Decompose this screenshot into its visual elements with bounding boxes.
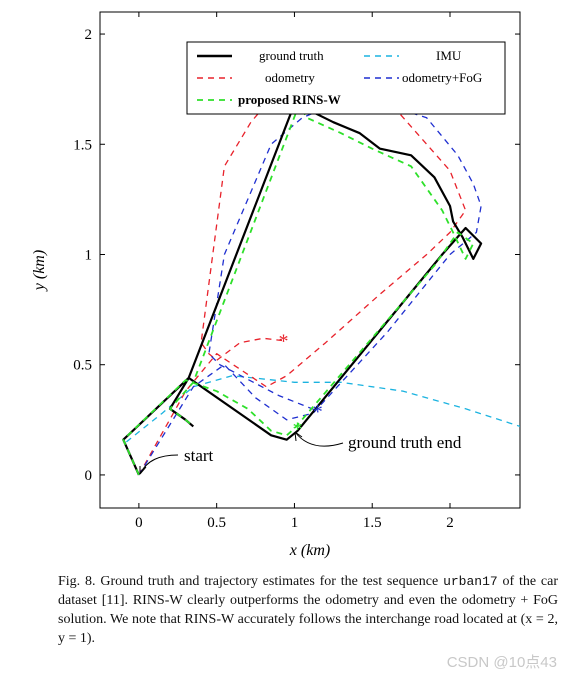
end-label: ground truth end [348, 433, 462, 452]
legend-imu: IMU [436, 48, 462, 63]
end-marker-proposed-rins-w: * [293, 419, 303, 441]
start-label: start [184, 446, 214, 465]
y-tick-label: 0.5 [73, 358, 92, 374]
x-tick-label: 1 [291, 515, 299, 531]
y-tick-label: 0 [85, 468, 93, 484]
x-tick-label: 1.5 [363, 515, 382, 531]
caption-code: urban17 [443, 574, 498, 589]
legend-odometry: odometry [265, 70, 315, 85]
series-line-imu [125, 375, 520, 443]
caption-text-2: of the car dataset [11]. RINS-W clearly … [58, 574, 558, 646]
legend-odometry-fog: odometry+FoG [402, 70, 482, 85]
y-tick-label: 2 [85, 27, 93, 43]
x-tick-label: 2 [446, 515, 454, 531]
legend-rins-w: proposed RINS-W [238, 92, 341, 107]
start-annotation: start [139, 446, 214, 475]
watermark: CSDN @10点43 [446, 654, 557, 671]
trajectory-figure: 0 0.5 1 1.5 2 0 0.5 1 1.5 2 * * * x (km) y (km) sta… [31, 11, 521, 559]
plot-frame [99, 11, 521, 509]
legend: ground truth IMU odometry odometry+FoG p… [186, 41, 506, 115]
figure-caption: Fig. 8. Ground truth and trajectory esti… [58, 572, 558, 648]
legend-ground-truth: ground truth [259, 48, 324, 63]
y-axis-label: y (km) [31, 250, 48, 292]
x-axis-label: x (km) [289, 542, 330, 559]
series-line-odometry [138, 73, 467, 476]
end-marker-odometry-fog: * [313, 401, 323, 423]
end-marker-odometry: * [279, 330, 289, 352]
x-tick-label: 0.5 [207, 515, 226, 531]
y-tick-label: 1.5 [73, 137, 92, 153]
end-annotation: ground truth end [294, 431, 462, 452]
axis-ticks: 0 0.5 1 1.5 2 0 0.5 1 1.5 2 [73, 12, 520, 531]
y-tick-label: 1 [85, 247, 93, 263]
series-line-odometry-fog [138, 99, 482, 476]
x-tick-label: 0 [135, 515, 143, 531]
caption-label: Fig. 8. [58, 574, 96, 589]
marker-layer: * * * [279, 330, 323, 440]
caption-text-1: Ground truth and trajectory estimates fo… [100, 574, 444, 589]
